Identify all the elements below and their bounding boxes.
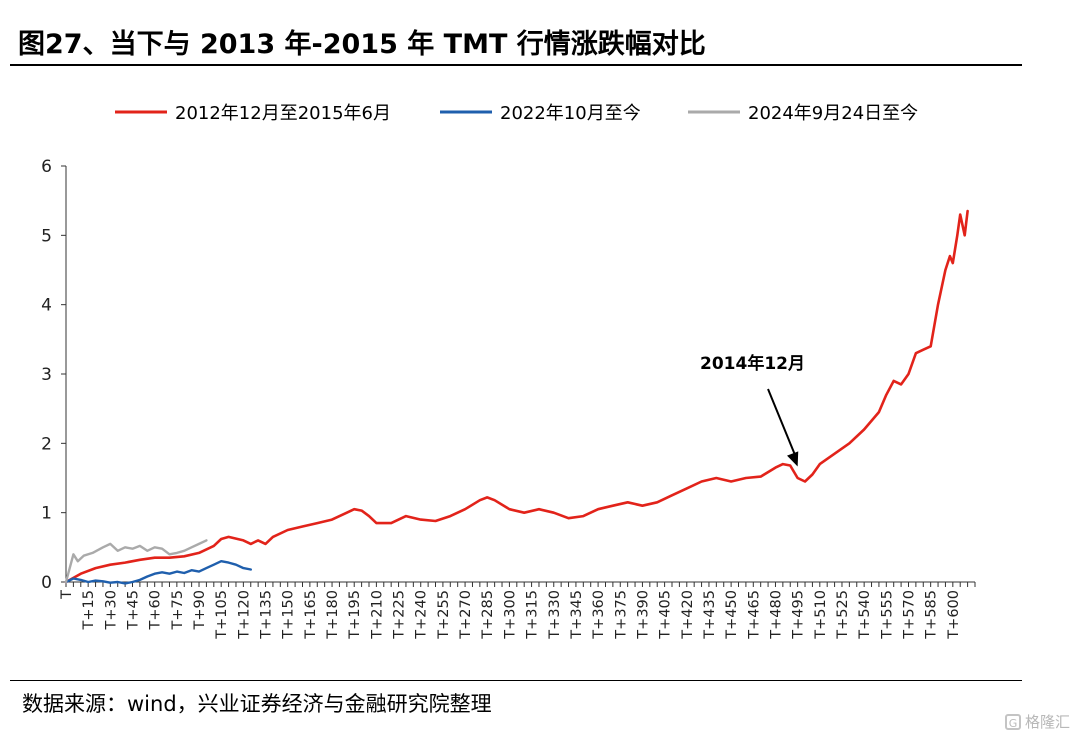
- x-tick-label: T+270: [458, 590, 474, 640]
- y-tick-label-1: 1: [41, 504, 52, 524]
- y-tick-label-4: 4: [41, 296, 52, 316]
- x-tick-label: T+555: [879, 590, 895, 640]
- title-divider: [10, 64, 1022, 66]
- legend: 2012年12月至2015年6月 2022年10月至今 2024年9月24日至今: [115, 103, 918, 124]
- legend-label-3: 2024年9月24日至今: [748, 103, 918, 124]
- annotation-label: 2014年12月: [700, 353, 805, 374]
- series-line-3: [64, 539, 208, 584]
- x-tick-label: T+30: [103, 590, 119, 630]
- x-tick-label: T+525: [835, 590, 851, 640]
- x-tick-label: T+135: [259, 590, 275, 640]
- x-tick-label: T: [59, 590, 75, 600]
- y-tick-label-2: 2: [41, 434, 52, 454]
- x-tick-label: T+15: [81, 590, 97, 630]
- x-tick-label: T+600: [946, 590, 962, 640]
- x-tick-label: T+165: [303, 590, 319, 640]
- watermark: G 格隆汇: [1004, 711, 1070, 732]
- x-tick-label: T+495: [791, 590, 807, 640]
- y-tick-label-3: 3: [41, 365, 52, 385]
- x-tick-label: T+510: [813, 590, 829, 640]
- x-tick-label: T+375: [613, 590, 629, 640]
- x-tick-label: T+210: [369, 590, 385, 640]
- x-tick-label: T+570: [901, 590, 917, 640]
- source-note: 数据来源：wind，兴业证券经济与金融研究院整理: [22, 692, 492, 716]
- x-tick-label: T+435: [702, 590, 718, 640]
- x-tick-label: T+465: [746, 590, 762, 640]
- x-tick-label: T+225: [392, 590, 408, 640]
- y-tick-label-0: 0: [41, 573, 52, 593]
- x-axis: T T+15 T+30 T+45 T+60 T+75 T+90 T+105 T+120 T+135…: [59, 581, 976, 640]
- x-tick-label: T+420: [680, 590, 696, 640]
- x-tick-label: T+255: [436, 590, 452, 640]
- footer-divider: [10, 680, 1022, 681]
- x-tick-label: T+195: [347, 590, 363, 640]
- legend-label-1: 2012年12月至2015年6月: [175, 103, 391, 124]
- watermark-logo-icon: G: [1004, 713, 1021, 730]
- x-tick-label: T+180: [325, 590, 341, 640]
- series-layer: [64, 209, 969, 585]
- x-tick-label: T+360: [591, 590, 607, 640]
- x-tick-label: T+90: [192, 590, 208, 630]
- watermark-text: 格隆汇: [1024, 713, 1070, 731]
- series-line-1: [64, 209, 969, 584]
- annotation: 2014年12月: [700, 353, 805, 467]
- x-tick-label: T+480: [768, 590, 784, 640]
- x-tick-label: T+300: [502, 590, 518, 640]
- x-tick-label: T+150: [281, 590, 297, 640]
- x-tick-label: T+405: [658, 590, 674, 640]
- y-axis: 0 1 2 3 4 5 6: [41, 157, 67, 593]
- x-tick-label: T+540: [857, 590, 873, 640]
- x-tick-label: T+60: [148, 590, 164, 630]
- line-chart: 2012年12月至2015年6月 2022年10月至今 2024年9月24日至今 0…: [41, 103, 976, 640]
- x-tick-label: T+450: [724, 590, 740, 640]
- x-tick-label: T+345: [569, 590, 585, 640]
- annotation-arrow-shaft: [767, 388, 797, 457]
- x-tick-label: T+105: [214, 590, 230, 640]
- x-tick-label: T+45: [126, 590, 142, 630]
- x-tick-label: T+585: [924, 590, 940, 640]
- x-tick-label: T+315: [525, 590, 541, 640]
- x-tick-label: T+285: [480, 590, 496, 640]
- x-tick-label: T+75: [170, 590, 186, 630]
- y-tick-label-6: 6: [41, 157, 52, 177]
- x-tick-label: T+390: [635, 590, 651, 640]
- y-tick-label-5: 5: [41, 226, 52, 246]
- annotation-arrow-head: [787, 451, 799, 467]
- chart-title: 图27、当下与 2013 年-2015 年 TMT 行情涨跌幅对比: [18, 29, 706, 60]
- x-tick-label: T+240: [414, 590, 430, 640]
- legend-label-2: 2022年10月至今: [500, 103, 641, 124]
- x-tick-label: T+120: [236, 590, 252, 640]
- x-tick-label: T+330: [547, 590, 563, 640]
- series-line-2: [64, 560, 253, 585]
